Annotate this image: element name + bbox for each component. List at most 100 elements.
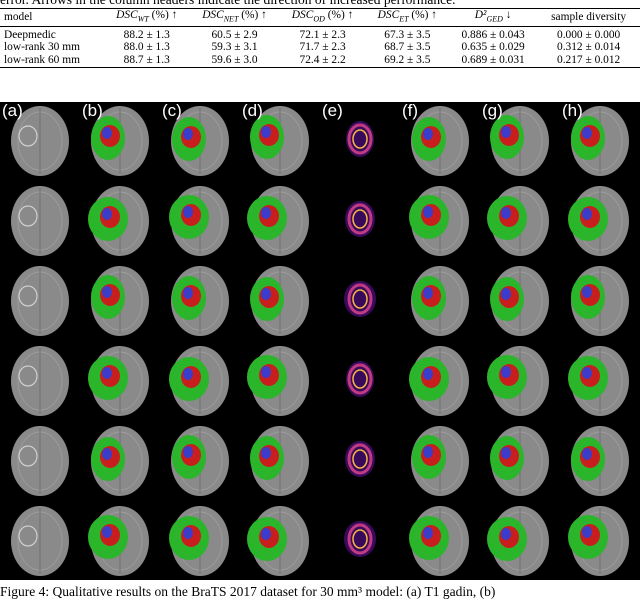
metric-cell: 0.886 ± 0.043 [461, 28, 525, 41]
panel-image [80, 502, 160, 580]
panel-image [400, 342, 480, 420]
panel-image [480, 102, 560, 180]
metric-cell: 88.2 ± 1.3 [123, 28, 170, 41]
panel-image [0, 262, 80, 340]
column-label: (g) [482, 102, 503, 120]
panel-image [560, 262, 640, 340]
panel-image [240, 342, 320, 420]
panel-image [80, 342, 160, 420]
panel-image [400, 422, 480, 500]
necrotic-region [501, 447, 511, 459]
table-row: low-rank 60 mm 88.7 ± 1.3 59.6 ± 3.0 72.4 ±… [0, 54, 640, 68]
column-label: (e) [322, 102, 343, 120]
metric-cell: 67.3 ± 3.5 [384, 28, 431, 41]
header-model: model [4, 11, 33, 24]
figure-panel [80, 342, 160, 420]
metric-cell: 60.5 ± 2.9 [211, 28, 258, 41]
necrotic-region [183, 287, 193, 299]
metric-cell: 0.000 ± 0.000 [557, 28, 621, 41]
figure-row: (a) (b) (c) (d) (e) (f) (g) (h) [0, 102, 640, 180]
figure-row [0, 422, 640, 500]
column-label: (h) [562, 102, 583, 120]
necrotic-region [423, 128, 433, 140]
figure-row [0, 182, 640, 260]
column-label: (a) [2, 102, 23, 120]
table-header-row: model DSCWT (%) ↑ DSCNET (%) ↑ DSCOD (%)… [0, 8, 640, 27]
figure-panel [240, 182, 320, 260]
necrotic-region [501, 366, 511, 378]
panel-image [0, 502, 80, 580]
metric-cell: 72.4 ± 2.2 [299, 54, 346, 67]
necrotic-region [102, 526, 112, 538]
panel-image [320, 422, 400, 500]
lesion-outline [18, 125, 38, 147]
figure-panel [240, 502, 320, 580]
panel-image [400, 182, 480, 260]
figure-row [0, 342, 640, 420]
panel-image [160, 102, 240, 180]
metric-cell: 0.635 ± 0.029 [461, 41, 525, 54]
figure-panel [0, 342, 80, 420]
panel-image [0, 182, 80, 260]
necrotic-region [261, 126, 271, 138]
metric-cell: 0.312 ± 0.014 [557, 41, 621, 54]
necrotic-region [501, 126, 511, 138]
metric-cell: 88.7 ± 1.3 [123, 54, 170, 67]
lesion-outline [18, 205, 38, 227]
figure-panel [160, 342, 240, 420]
figure-panel [160, 502, 240, 580]
metric-cell: 0.689 ± 0.031 [461, 54, 525, 67]
heatmap-core [352, 369, 368, 389]
figure-row [0, 502, 640, 580]
panel-image [560, 102, 640, 180]
panel-image [480, 262, 560, 340]
panel-image [80, 102, 160, 180]
figure-panel [240, 342, 320, 420]
panel-image [320, 342, 400, 420]
metric-cell: 72.1 ± 2.3 [299, 28, 346, 41]
column-label: (b) [82, 102, 103, 120]
figure-panel [320, 502, 400, 580]
figure-panel [480, 342, 560, 420]
necrotic-region [501, 207, 511, 219]
heatmap-ring [347, 203, 373, 235]
metric-cell: 68.7 ± 3.5 [384, 41, 431, 54]
panel-image [560, 182, 640, 260]
panel-image [240, 102, 320, 180]
necrotic-region [261, 366, 271, 378]
figure-panel [560, 342, 640, 420]
panel-image [320, 102, 400, 180]
figure-panel: (f) [400, 102, 480, 180]
necrotic-region [261, 207, 271, 219]
figure-panel [80, 502, 160, 580]
figure-panel [400, 182, 480, 260]
heatmap-core [352, 529, 368, 549]
panel-image [240, 182, 320, 260]
panel-image [480, 422, 560, 500]
necrotic-region [102, 208, 112, 220]
figure-panel: (h) [560, 102, 640, 180]
necrotic-region [183, 128, 193, 140]
panel-image [0, 422, 80, 500]
panel-image [160, 182, 240, 260]
necrotic-region [582, 367, 592, 379]
necrotic-region [423, 206, 433, 218]
figure-panel [480, 182, 560, 260]
necrotic-region [423, 446, 433, 458]
lesion-outline [18, 525, 38, 547]
panel-image [0, 102, 80, 180]
figure-panel [240, 422, 320, 500]
necrotic-region [102, 286, 112, 298]
figure-panel [160, 422, 240, 500]
panel-image [480, 342, 560, 420]
figure-panel [160, 182, 240, 260]
panel-image [160, 422, 240, 500]
figure-panel [240, 262, 320, 340]
necrotic-region [183, 446, 193, 458]
qualitative-figure: (a) (b) (c) (d) (e) (f) (g) (h) [0, 102, 640, 580]
necrotic-region [423, 287, 433, 299]
header-dsc-net: DSCNET (%) ↑ [202, 9, 267, 24]
header-dsc-et: DSCET (%) ↑ [377, 9, 437, 24]
table-row: Deepmedic 88.2 ± 1.3 60.5 ± 2.9 72.1 ± 2.3 6… [0, 26, 640, 41]
panel-image [0, 342, 80, 420]
